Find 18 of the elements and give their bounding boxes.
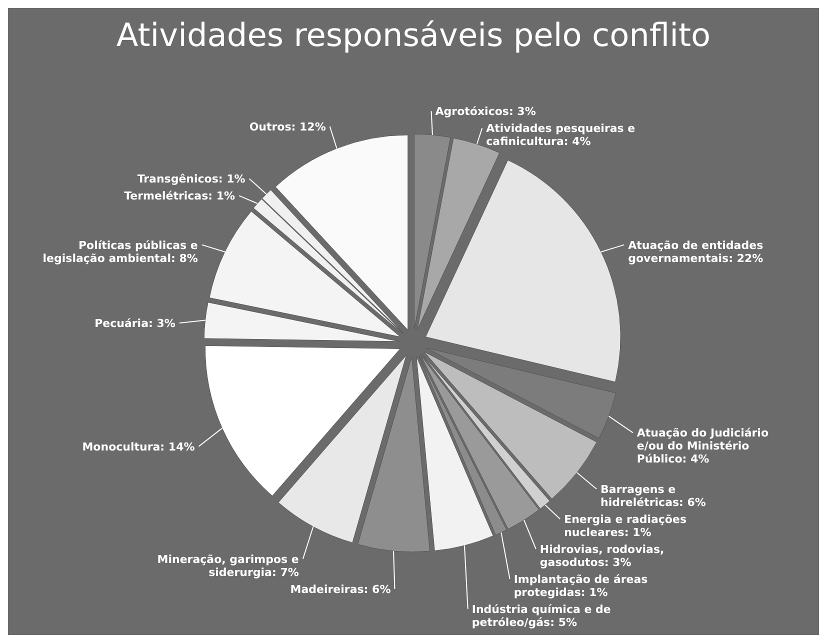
- slice-label: Transgênicos: 1%: [137, 172, 246, 186]
- slice-label: Monocultura: 14%: [82, 440, 195, 454]
- slice-label: Energia e radiações nucleares: 1%: [564, 513, 687, 539]
- slice-label: Pecuária: 3%: [94, 317, 176, 330]
- slice-label: Agrotóxicos: 3%: [435, 105, 536, 118]
- slice-label: Madeireiras: 6%: [290, 583, 391, 596]
- slice-label: Hidrovias, rodovias, gasodutos: 3%: [540, 543, 664, 569]
- slice-label: Termelétricas: 1%: [124, 190, 236, 203]
- slice-label: Implantação de áreas protegidas: 1%: [514, 573, 648, 599]
- chart-title: Atividades responsáveis pelo conflito: [116, 16, 711, 54]
- slice-label: Atuação do Judiciário e/ou do Ministério Público: 4%: [636, 426, 769, 466]
- slice-label: Atividades pesqueiras e cafinicultura: 4%: [486, 122, 636, 148]
- slice-label: Atuação de entidades governamentais: 22%: [628, 238, 764, 265]
- slice-label: Outros: 12%: [249, 120, 326, 134]
- slice-label: Indústria química e de petróleo/gás: 5%: [472, 603, 611, 629]
- slice-label: Mineração, garimpos e siderurgia: 7%: [157, 553, 299, 580]
- slice-label: Políticas públicas e legislação ambiental: 8%: [42, 238, 198, 265]
- slice-label: Barragens e hidrelétricas: 6%: [600, 483, 706, 509]
